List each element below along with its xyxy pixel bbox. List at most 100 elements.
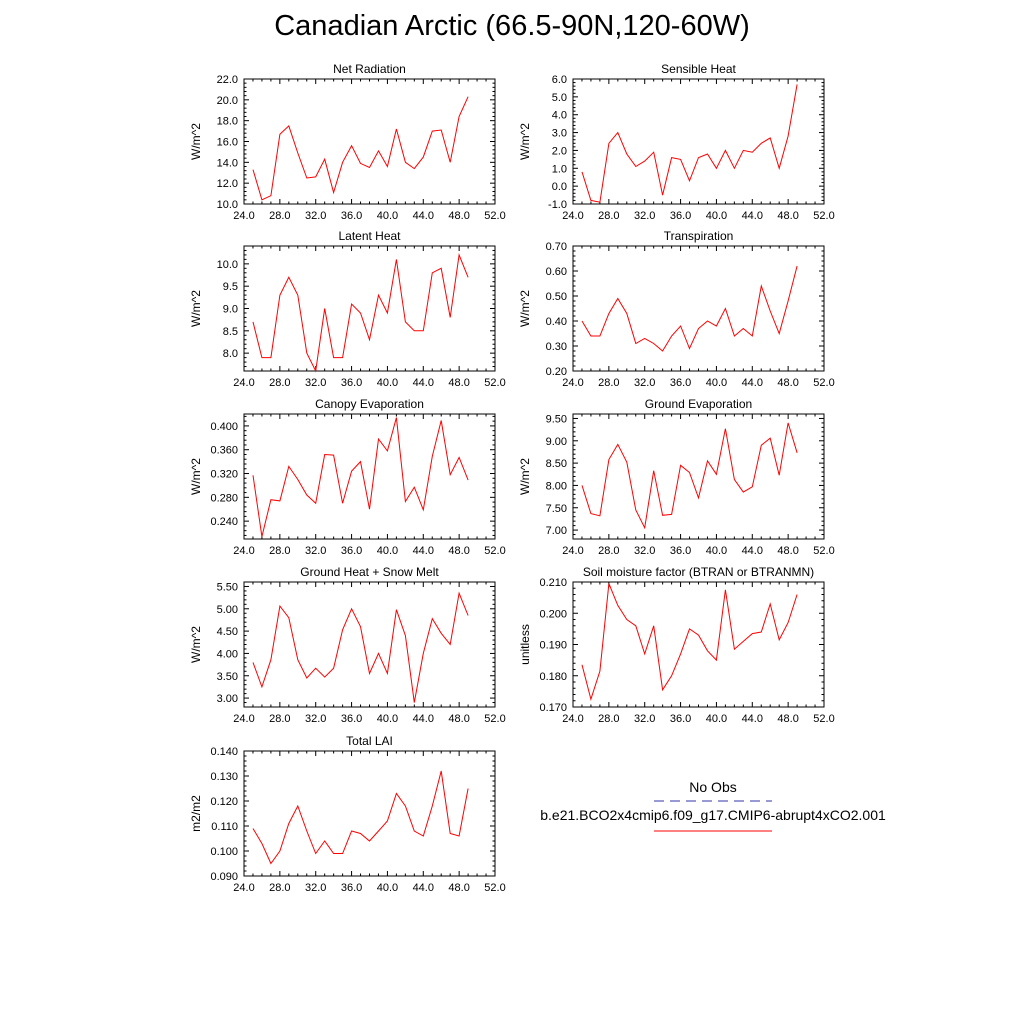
- y-tick-label: 0.140: [210, 746, 238, 758]
- x-tick-label: 32.0: [634, 210, 655, 222]
- legend: No Obs b.e21.BCO2x4cmip6.f09_g17.CMIP6-a…: [540, 779, 886, 832]
- y-tick-label: 0.60: [546, 266, 567, 278]
- y-tick-label: 0.0: [552, 181, 567, 193]
- x-tick-label: 36.0: [341, 210, 362, 222]
- y-tick-label: 7.00: [546, 525, 567, 537]
- y-tick-label: 8.50: [546, 458, 567, 470]
- x-tick-label: 44.0: [413, 210, 434, 222]
- series-line: [581, 583, 798, 701]
- chart-panel-7: Ground Heat + Snow Melt W/m^2 24.0 28.0 32.0…: [189, 565, 506, 725]
- x-tick-label: 48.0: [448, 377, 469, 389]
- x-tick-label: 24.0: [562, 545, 583, 557]
- x-tick-label: 32.0: [305, 713, 326, 725]
- y-tick-label: 3.00: [217, 693, 238, 705]
- panel-title: Soil moisture factor (BTRAN or BTRANMN): [583, 565, 814, 579]
- plot-frame: [243, 413, 496, 540]
- x-tick-label: 40.0: [377, 377, 398, 389]
- series-line: [252, 770, 469, 865]
- x-tick-label: 40.0: [706, 713, 727, 725]
- x-tick-label: 44.0: [742, 713, 763, 725]
- x-tick-label: 48.0: [448, 882, 469, 894]
- y-tick-label: 9.00: [546, 436, 567, 448]
- panel-title: Total LAI: [346, 734, 393, 748]
- x-tick-label: 48.0: [777, 210, 798, 222]
- y-tick-label: 5.00: [217, 604, 238, 616]
- x-tick-label: 32.0: [305, 882, 326, 894]
- x-tick-label: 32.0: [305, 377, 326, 389]
- x-tick-label: 40.0: [706, 210, 727, 222]
- x-tick-label: 48.0: [448, 713, 469, 725]
- y-tick-label: 10.0: [217, 199, 238, 211]
- y-tick-label: 4.00: [217, 648, 238, 660]
- plot-frame: [243, 78, 496, 205]
- x-tick-label: 40.0: [377, 713, 398, 725]
- y-tick-label: 0.100: [210, 846, 238, 858]
- x-tick-label: 52.0: [813, 713, 834, 725]
- panel-title: Transpiration: [664, 229, 734, 243]
- y-axis-label: W/m^2: [189, 290, 203, 327]
- x-tick-label: 40.0: [377, 210, 398, 222]
- y-axis-label: W/m^2: [518, 458, 532, 495]
- x-tick-label: 28.0: [269, 545, 290, 557]
- x-tick-label: 48.0: [777, 545, 798, 557]
- x-tick-label: 36.0: [341, 713, 362, 725]
- x-tick-label: 44.0: [413, 713, 434, 725]
- y-tick-label: 3.0: [552, 128, 567, 140]
- y-tick-label: 6.0: [552, 74, 567, 86]
- y-tick-label: 12.0: [217, 178, 238, 190]
- x-tick-label: 32.0: [305, 210, 326, 222]
- y-tick-label: 5.0: [552, 92, 567, 104]
- y-tick-label: 0.190: [539, 640, 567, 652]
- y-tick-label: 20.0: [217, 95, 238, 107]
- y-tick-label: 0.50: [546, 291, 567, 303]
- legend-obs-label: No Obs: [689, 779, 736, 795]
- y-tick-label: 0.110: [211, 821, 238, 833]
- y-tick-label: -1.0: [548, 199, 567, 211]
- y-tick-label: 0.320: [210, 469, 238, 481]
- panel-title: Net Radiation: [333, 62, 406, 76]
- x-tick-label: 36.0: [670, 377, 691, 389]
- plot-frame: [572, 581, 825, 708]
- y-tick-label: 0.360: [210, 445, 238, 457]
- series-line: [252, 417, 469, 537]
- y-axis-label: unitless: [518, 624, 532, 665]
- series-line: [252, 252, 469, 373]
- x-tick-label: 32.0: [305, 545, 326, 557]
- y-axis-label: m2/m2: [189, 795, 203, 832]
- y-tick-label: 7.50: [546, 503, 567, 515]
- y-tick-label: 0.180: [539, 671, 567, 683]
- panel-title: Ground Evaporation: [645, 397, 752, 411]
- plot-frame: [243, 750, 496, 877]
- y-tick-label: 0.090: [210, 871, 238, 883]
- x-tick-label: 52.0: [484, 377, 505, 389]
- x-tick-label: 48.0: [777, 713, 798, 725]
- x-tick-label: 40.0: [706, 545, 727, 557]
- x-tick-label: 40.0: [706, 377, 727, 389]
- series-line: [252, 591, 469, 703]
- x-tick-label: 52.0: [813, 210, 834, 222]
- x-tick-label: 24.0: [233, 545, 254, 557]
- y-tick-label: 2.0: [552, 145, 567, 157]
- y-axis-label: W/m^2: [189, 123, 203, 160]
- panel-title: Sensible Heat: [661, 62, 736, 76]
- x-tick-label: 28.0: [269, 882, 290, 894]
- x-tick-label: 44.0: [413, 882, 434, 894]
- series-line: [581, 84, 798, 203]
- x-tick-label: 48.0: [777, 377, 798, 389]
- chart-panel-2: Sensible Heat W/m^2 24.0 28.0 32.0 36.0 40.0 44…: [518, 62, 835, 222]
- y-tick-label: 22.0: [217, 74, 238, 86]
- y-axis-label: W/m^2: [518, 123, 532, 160]
- y-tick-label: 0.200: [539, 608, 567, 620]
- x-tick-label: 24.0: [233, 210, 254, 222]
- chart-panel-8: Soil moisture factor (BTRAN or BTRANMN) u…: [518, 565, 835, 725]
- figure-title: Canadian Arctic (66.5-90N,120-60W): [274, 10, 750, 42]
- y-tick-label: 9.50: [546, 413, 567, 425]
- y-tick-label: 9.5: [223, 281, 238, 293]
- x-tick-label: 28.0: [269, 377, 290, 389]
- y-tick-label: 5.50: [217, 581, 238, 593]
- y-tick-label: 0.20: [546, 366, 567, 378]
- chart-panel-9: Total LAI m2/m2 24.0 28.0 32.0 36.0 40.0 44.0 48…: [189, 734, 506, 894]
- panel-title: Canopy Evaporation: [315, 397, 424, 411]
- x-tick-label: 44.0: [742, 545, 763, 557]
- y-tick-label: 0.400: [210, 421, 238, 433]
